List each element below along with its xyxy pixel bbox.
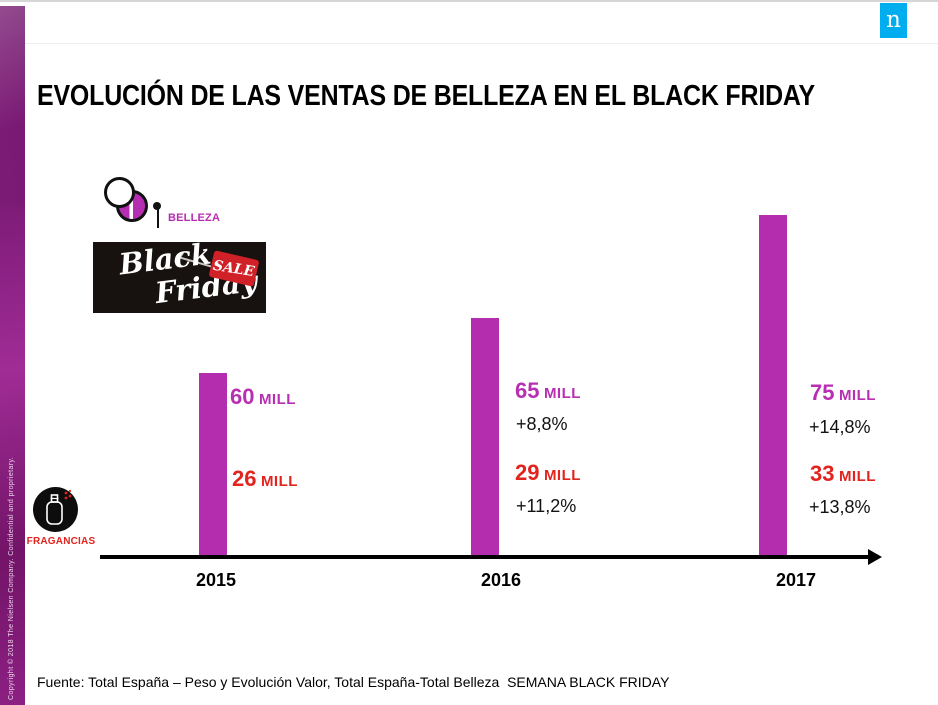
top-border-line [0,0,938,2]
bar-2016 [471,318,499,555]
fragancias-icon [33,487,78,532]
copyright-text: Copyright © 2018 The Nielsen Company. Co… [8,456,15,700]
belleza-applicator-tip-icon [153,202,161,210]
belleza-growth-2017: +14,8% [809,417,871,437]
belleza-value-2017: 75 MILL [810,380,876,405]
bar-2015 [199,373,227,555]
sale-tag-label: SALE [212,257,256,280]
fragancias-growth-2017: +13,8% [809,497,871,517]
sidebar-decoration [0,6,25,705]
x-tick-2016: 2016 [480,570,522,590]
fragancias-value-2016: 29 MILL [515,460,581,485]
page-title: EVOLUCIÓN DE LAS VENTAS DE BELLEZA EN EL… [37,80,815,112]
header-rule-line [0,43,938,44]
spray-bottle-icon [46,489,72,525]
bar-2017 [759,215,787,555]
fragancias-label: FRAGANCIAS [26,536,96,547]
belleza-label: BELLEZA [168,212,221,224]
nielsen-logo: n [880,3,907,38]
belleza-value-2015: 60 MILL [230,384,296,409]
x-tick-2015: 2015 [195,570,237,590]
belleza-mirror-icon [104,177,135,208]
belleza-value-2016: 65 MILL [515,378,581,403]
source-text: Fuente: Total España – Peso y Evolución … [37,674,670,690]
x-axis-line [100,555,870,559]
belleza-applicator-icon [157,209,159,228]
x-axis-arrow-icon [868,549,882,565]
belleza-growth-2016: +8,8% [516,414,568,434]
fragancias-value-2017: 33 MILL [810,461,876,486]
x-tick-2017: 2017 [775,570,817,590]
nielsen-logo-letter: n [886,7,901,33]
black-friday-banner: Black Friday SALE [93,242,266,313]
fragancias-growth-2016: +11,2% [516,496,577,516]
fragancias-value-2015: 26 MILL [232,466,298,491]
